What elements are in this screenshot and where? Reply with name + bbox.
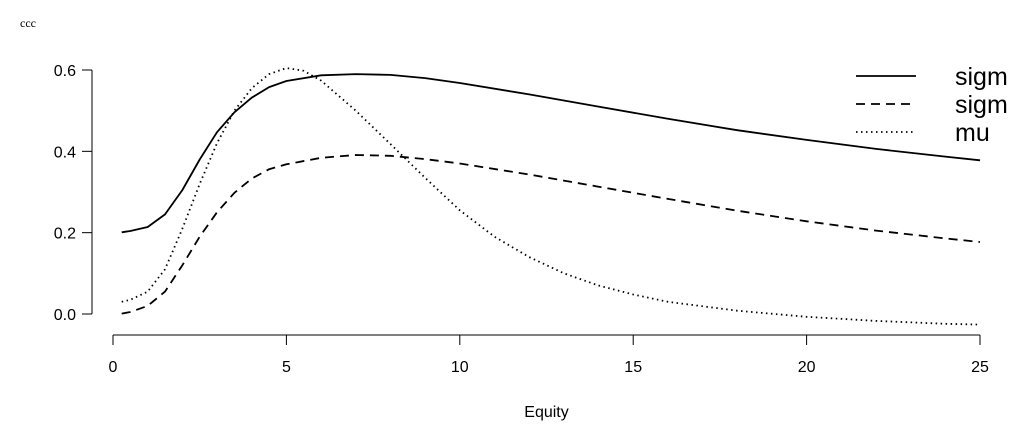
y-tick-label: 0.6	[54, 63, 76, 80]
series-line-dotted	[121, 67, 981, 326]
y-tick-label: 0.4	[54, 144, 76, 161]
legend-label: mu	[955, 119, 990, 147]
x-tick-label: 20	[798, 359, 816, 376]
plot-lines	[121, 67, 981, 326]
y-tick-label: 0.0	[54, 307, 76, 324]
x-tick-label: 0	[109, 359, 118, 376]
x-tick-label: 10	[451, 359, 469, 376]
x-tick-label: 15	[624, 359, 642, 376]
y-tick-label: 0.2	[54, 226, 76, 243]
x-axis-title: Equity	[524, 404, 568, 421]
x-axis: 0 5 10 15 20 25	[109, 334, 989, 376]
x-tick-label: 5	[282, 359, 291, 376]
series-line-solid	[121, 73, 981, 234]
y-axis: 0.0 0.2 0.4 0.6	[54, 63, 93, 324]
legend-label: sigm	[955, 91, 1008, 119]
chart-title: ccc	[20, 16, 36, 30]
legend-label: sigm	[955, 63, 1008, 91]
series-line-dashed	[121, 154, 981, 315]
x-tick-label: 25	[971, 359, 989, 376]
